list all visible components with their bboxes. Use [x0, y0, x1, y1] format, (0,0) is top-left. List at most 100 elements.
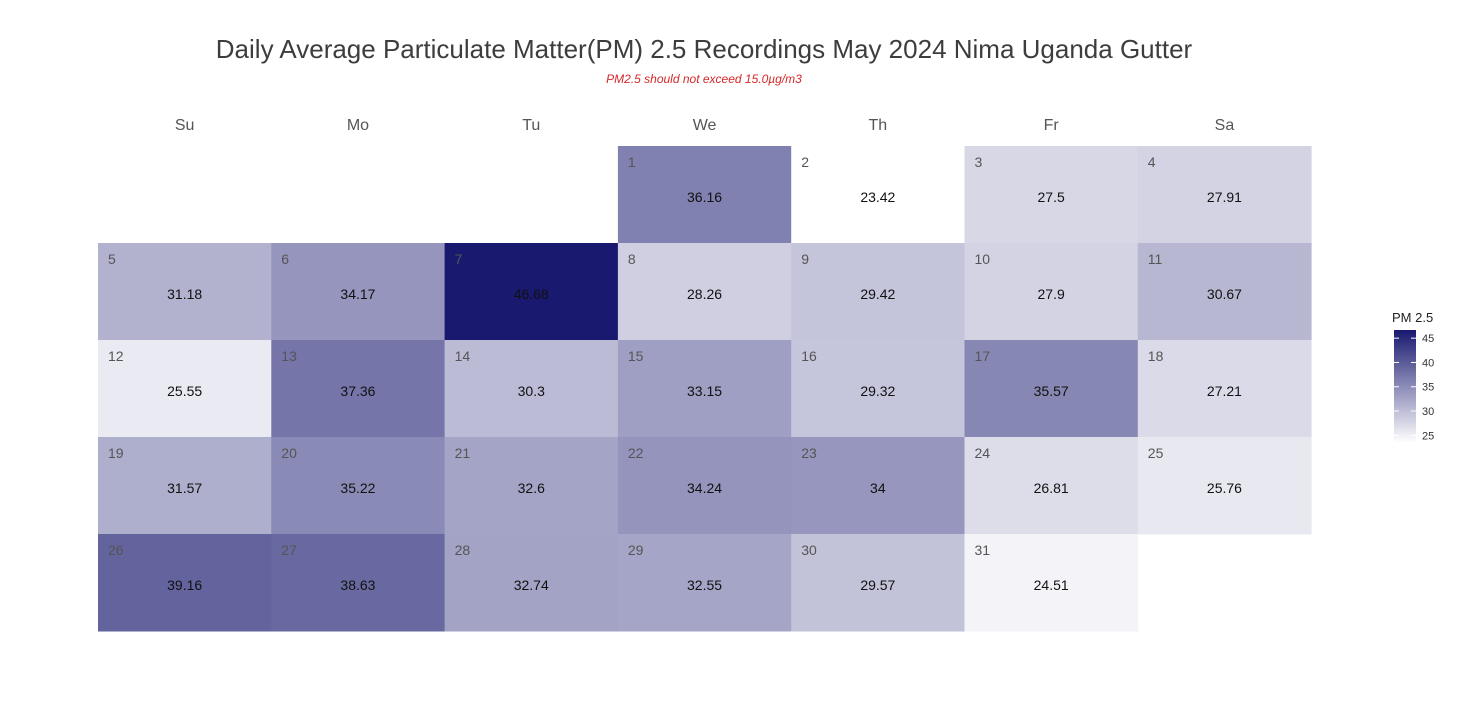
day-cell: 31 24.51 — [964, 534, 1139, 632]
day-cell-tile — [444, 437, 619, 535]
day-number: 2 — [801, 154, 809, 170]
day-number: 26 — [108, 542, 124, 558]
legend-tick-label: 40 — [1422, 357, 1434, 369]
day-value: 27.21 — [1207, 383, 1242, 399]
day-cell-tile — [791, 534, 965, 632]
weekday-label: We — [693, 117, 717, 134]
day-cell-tile — [98, 243, 272, 341]
day-cell: 21 32.6 — [444, 437, 619, 535]
day-cell: 12 25.55 — [98, 340, 272, 438]
weekday-header: Su Mo Tu We Th Fr Sa — [175, 117, 1234, 134]
day-cell: 17 35.57 — [964, 340, 1139, 438]
day-value: 31.18 — [167, 286, 202, 302]
day-value: 24.51 — [1034, 577, 1069, 593]
legend-colorbar — [1394, 330, 1416, 443]
day-cell: 15 33.15 — [617, 340, 792, 438]
day-cell-tile — [617, 437, 792, 535]
day-value: 37.36 — [340, 383, 375, 399]
day-value: 34 — [870, 480, 886, 496]
day-number: 19 — [108, 445, 124, 461]
legend-tick-label: 35 — [1422, 382, 1434, 394]
day-cell-tile — [271, 340, 446, 438]
calendar-grid: 136.16223.42327.5427.91531.18634.17746.6… — [98, 146, 1312, 632]
day-value: 34.17 — [340, 286, 375, 302]
day-cell: 30 29.57 — [791, 534, 965, 632]
day-number: 1 — [628, 154, 636, 170]
day-value: 27.5 — [1038, 189, 1065, 205]
day-value: 28.26 — [687, 286, 722, 302]
day-value: 23.42 — [860, 189, 895, 205]
day-value: 30.67 — [1207, 286, 1242, 302]
day-value: 39.16 — [167, 577, 202, 593]
day-number: 5 — [108, 251, 116, 267]
day-value: 35.57 — [1034, 383, 1069, 399]
day-cell: 29 32.55 — [617, 534, 792, 632]
day-cell: 26 39.16 — [98, 534, 272, 632]
day-value: 25.55 — [167, 383, 202, 399]
day-number: 7 — [455, 251, 463, 267]
day-cell: 18 27.21 — [1137, 340, 1312, 438]
legend-tick-label: 25 — [1422, 430, 1434, 442]
day-cell-tile — [964, 340, 1139, 438]
day-cell-tile — [964, 437, 1139, 535]
day-cell-tile — [617, 243, 792, 341]
day-value: 46.68 — [514, 286, 549, 302]
day-number: 17 — [975, 348, 991, 364]
legend-title: PM 2.5 — [1392, 310, 1433, 325]
day-number: 20 — [281, 445, 297, 461]
day-value: 32.74 — [514, 577, 549, 593]
day-number: 22 — [628, 445, 644, 461]
day-cell: 531.18 — [98, 243, 272, 341]
day-cell: 16 29.32 — [791, 340, 965, 438]
day-cell: 136.16 — [617, 146, 792, 244]
day-cell-tile — [271, 534, 446, 632]
day-number: 27 — [281, 542, 297, 558]
day-value: 38.63 — [340, 577, 375, 593]
day-cell: 14 30.3 — [444, 340, 619, 438]
day-cell: 828.26 — [617, 243, 792, 341]
day-cell-tile — [98, 340, 272, 438]
day-cell: 929.42 — [791, 243, 965, 341]
day-cell: 27 38.63 — [271, 534, 446, 632]
day-number: 8 — [628, 251, 636, 267]
color-legend: PM 2.5 25 30 35 40 45 — [1392, 310, 1434, 443]
day-value: 33.15 — [687, 383, 722, 399]
day-cell: 427.91 — [1137, 146, 1312, 244]
day-cell-tile — [964, 534, 1139, 632]
day-value: 32.6 — [518, 480, 545, 496]
weekday-label: Tu — [522, 117, 540, 134]
day-number: 10 — [975, 251, 991, 267]
day-value: 26.81 — [1034, 480, 1069, 496]
day-cell-tile — [271, 243, 446, 341]
weekday-label: Th — [869, 117, 888, 134]
day-cell: 23 34 — [791, 437, 965, 535]
day-value: 25.76 — [1207, 480, 1242, 496]
day-number: 6 — [281, 251, 289, 267]
day-cell: 327.5 — [964, 146, 1139, 244]
day-value: 29.57 — [860, 577, 895, 593]
day-cell-tile — [964, 146, 1139, 244]
weekday-label: Fr — [1044, 117, 1060, 134]
day-cell: 20 35.22 — [271, 437, 446, 535]
day-cell-tile — [791, 146, 965, 244]
day-number: 16 — [801, 348, 817, 364]
day-value: 31.57 — [167, 480, 202, 496]
day-number: 24 — [975, 445, 991, 461]
day-number: 11 — [1148, 251, 1163, 267]
day-cell-tile — [617, 340, 792, 438]
day-value: 27.9 — [1038, 286, 1065, 302]
day-number: 4 — [1148, 154, 1156, 170]
day-cell-tile — [271, 437, 446, 535]
day-cell-tile — [964, 243, 1139, 341]
day-number: 15 — [628, 348, 644, 364]
day-cell: 223.42 — [791, 146, 965, 244]
day-value: 35.22 — [340, 480, 375, 496]
day-number: 29 — [628, 542, 644, 558]
day-cell: 746.68 — [444, 243, 619, 341]
day-number: 21 — [455, 445, 471, 461]
day-number: 23 — [801, 445, 817, 461]
day-value: 29.32 — [860, 383, 895, 399]
day-cell: 11 30.67 — [1137, 243, 1312, 341]
day-cell: 13 37.36 — [271, 340, 446, 438]
day-cell-tile — [1137, 437, 1312, 535]
